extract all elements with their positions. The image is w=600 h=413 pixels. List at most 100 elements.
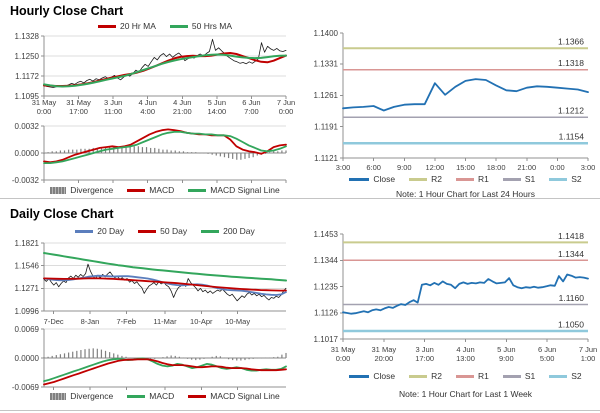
axis-label: 1.1271 xyxy=(15,284,40,293)
axis-label: 6 Jun xyxy=(538,345,556,354)
bar-swatch-icon xyxy=(50,392,67,400)
legend-item-macd: MACD xyxy=(127,185,174,195)
axis-label: 10-May xyxy=(225,317,250,326)
axis-label: 0:00 xyxy=(279,107,294,116)
legend-item-divergence: Divergence xyxy=(50,391,113,401)
daily-macd-chart: 0.0069 0.0000 -0.0069 xyxy=(12,325,287,392)
axis-label: 8-Jan xyxy=(81,317,100,326)
legend-item-s1: S1 xyxy=(502,371,536,381)
line-swatch-icon xyxy=(455,374,474,378)
line-swatch-icon xyxy=(455,177,474,181)
axis-label: 1.1126 xyxy=(314,309,338,318)
axis-label: 5 Jun xyxy=(208,98,226,107)
legend-item-r2: R2 xyxy=(409,174,442,184)
axis-label: 1.1318 xyxy=(558,58,584,68)
axis-label: 1.1121 xyxy=(314,154,338,163)
macd-line xyxy=(43,357,287,383)
axis-label: 31 May xyxy=(331,345,356,354)
axis-label: 0.0000 xyxy=(15,149,40,158)
axis-label: 4 Jun xyxy=(456,345,474,354)
daily-close-chart: 1.1821 1.1546 1.1271 1.0996 7-Dec 8-Jan 7-Feb 1… xyxy=(15,239,287,326)
line-swatch-icon xyxy=(502,374,521,378)
hourly-chart-title: Hourly Close Chart xyxy=(10,4,124,18)
line-swatch-icon xyxy=(201,229,220,233)
axis-label: 1:00 xyxy=(581,354,596,363)
line-swatch-icon xyxy=(549,177,568,181)
axis-label: 1.1400 xyxy=(314,29,339,38)
axis-label: 6 Jun xyxy=(242,98,260,107)
axis-label: 0:00 xyxy=(550,163,565,172)
legend-label: S1 xyxy=(524,174,536,184)
daily-chart-title: Daily Close Chart xyxy=(10,207,114,221)
axis-label: 5:00 xyxy=(540,354,555,363)
axis-label: 3:00 xyxy=(336,163,351,172)
axis-label: 15:00 xyxy=(456,163,475,172)
line-swatch-icon xyxy=(409,177,428,181)
axis-label: 11:00 xyxy=(104,107,122,116)
close-line xyxy=(342,78,589,112)
legend-item-50-hrs-ma: 50 Hrs MA xyxy=(169,21,232,31)
axis-label: 0:00 xyxy=(336,354,351,363)
line-swatch-icon xyxy=(549,374,568,378)
bar-swatch-icon xyxy=(50,186,67,194)
legend-label: MACD Signal Line xyxy=(210,391,280,401)
legend-item-macd: MACD xyxy=(127,391,174,401)
axis-label: 12:00 xyxy=(425,163,444,172)
legend-item-20-day: 20 Day xyxy=(75,226,124,236)
legend-item-macd-signal-line: MACD Signal Line xyxy=(188,391,280,401)
legend-label: MACD Signal Line xyxy=(210,185,280,195)
line-swatch-icon xyxy=(169,24,188,28)
axis-label: 1.1344 xyxy=(314,256,339,265)
axis-label: 0.0000 xyxy=(15,354,40,363)
line-swatch-icon xyxy=(188,188,207,192)
legend-item-r1: R1 xyxy=(455,371,489,381)
hourly-macd-legend: Divergence MACD MACD Signal Line xyxy=(44,185,286,195)
axis-label: 1.1095 xyxy=(15,92,40,101)
legend-label: S2 xyxy=(571,174,582,184)
axis-label: 4 Jun xyxy=(139,98,157,107)
line-swatch-icon xyxy=(502,177,521,181)
hourly-close-panel: Hourly Close Chart 20 Hr MA 50 Hrs MA 1.1… xyxy=(0,0,300,199)
200-day-line xyxy=(43,252,287,282)
axis-label: 1.1328 xyxy=(15,32,40,41)
axis-label: 1.1235 xyxy=(314,282,339,291)
axis-label: 11-Mar xyxy=(153,317,177,326)
axis-label: 7-Dec xyxy=(44,317,64,326)
axis-label: 21:00 xyxy=(173,107,192,116)
close-line xyxy=(43,38,287,88)
axis-label: 7 Jun xyxy=(579,345,597,354)
axis-label: 1.1331 xyxy=(314,60,339,69)
legend-item-20-hr-ma: 20 Hr MA xyxy=(97,21,156,31)
legend-label: Divergence xyxy=(70,185,114,195)
axis-label: 5 Jun xyxy=(497,345,515,354)
daily-ma-legend: 20 Day 50 Day 200 Day xyxy=(44,226,286,236)
axis-label: 1.1546 xyxy=(15,261,40,270)
row-separator xyxy=(0,198,600,199)
legend-item-divergence: Divergence xyxy=(50,185,113,195)
legend-item-200-day: 200 Day xyxy=(201,226,255,236)
line-swatch-icon xyxy=(188,394,207,398)
hourly-macd-chart: 0.0032 0.0000 -0.0032 xyxy=(12,122,287,185)
legend-label: Divergence xyxy=(70,391,114,401)
legend-label: 20 Hr MA xyxy=(119,21,156,31)
axis-label: 1.1050 xyxy=(558,320,584,330)
axis-label: 1.1154 xyxy=(559,132,585,142)
legend-label: Close xyxy=(373,174,396,184)
legend-label: Close xyxy=(373,371,396,381)
50-hrs-ma-line xyxy=(43,53,287,88)
axis-label: 7 Jun xyxy=(277,98,295,107)
daily-macd-legend: Divergence MACD MACD Signal Line xyxy=(44,391,286,401)
legend-item-s1: S1 xyxy=(502,174,536,184)
axis-label: 14:00 xyxy=(207,107,226,116)
macd-signal-line-line xyxy=(43,130,287,165)
legend-label: S1 xyxy=(524,371,536,381)
daily-close-chart-svg: 1.1821 1.1546 1.1271 1.0996 7-Dec 8-Jan 7-Feb 1… xyxy=(12,239,287,392)
axis-label: 9:00 xyxy=(499,354,514,363)
axis-label: 21:00 xyxy=(517,163,536,172)
legend-label: 20 Day xyxy=(97,226,125,236)
hourly-levels-note: Note: 1 Hour Chart for Last 24 Hours xyxy=(396,189,535,199)
